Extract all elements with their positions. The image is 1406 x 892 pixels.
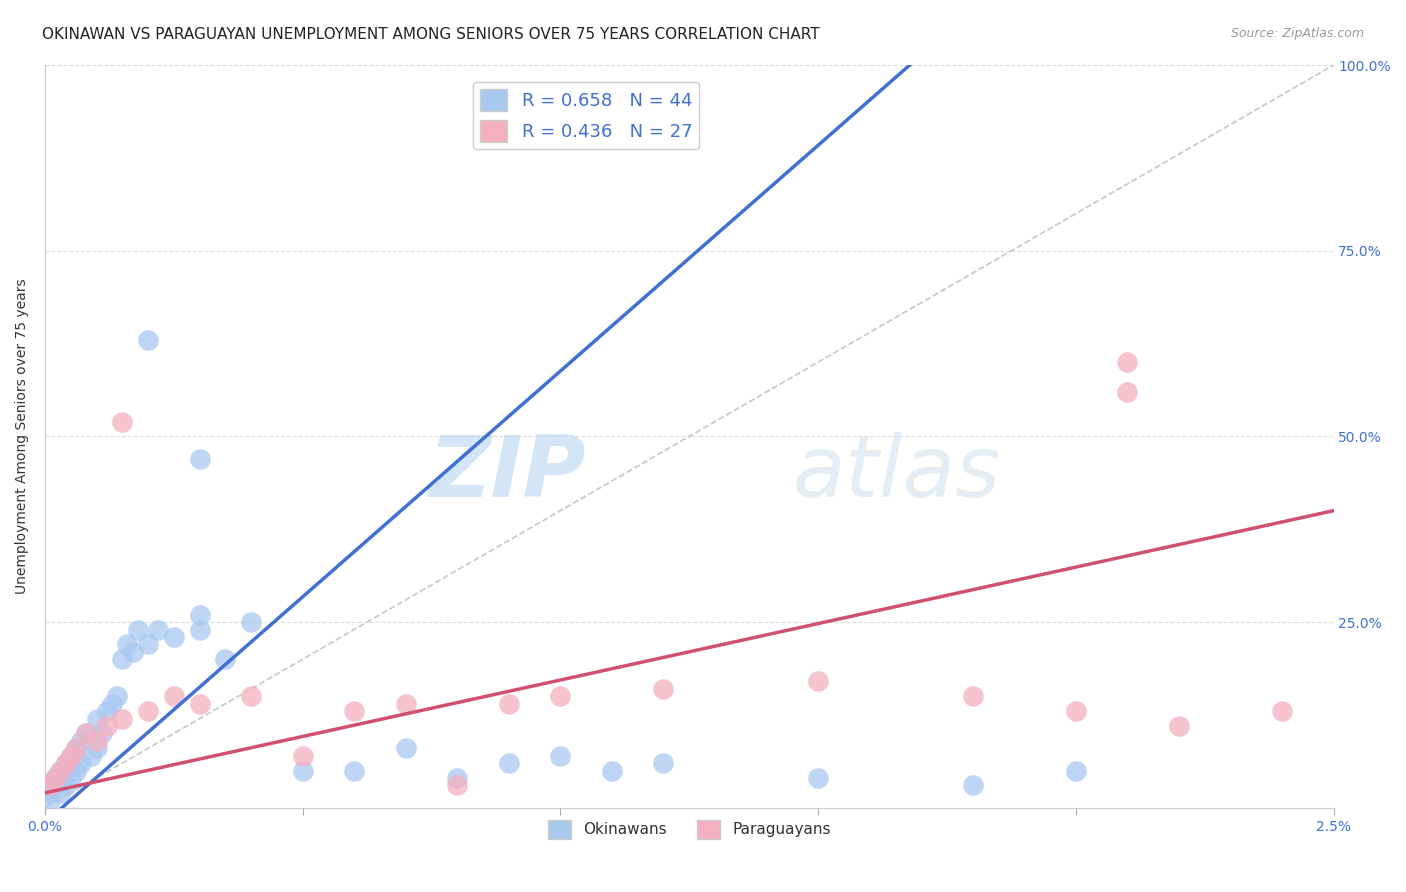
Point xyxy=(446,779,468,793)
Point xyxy=(55,756,77,771)
Point xyxy=(600,764,623,778)
Point xyxy=(117,637,139,651)
Point xyxy=(343,704,366,718)
Point xyxy=(291,764,314,778)
Point xyxy=(121,645,143,659)
Point xyxy=(163,690,186,704)
Point xyxy=(105,690,128,704)
Point xyxy=(65,741,87,756)
Point xyxy=(188,451,211,466)
Point xyxy=(652,756,675,771)
Point xyxy=(39,779,62,793)
Point xyxy=(343,764,366,778)
Point xyxy=(75,726,97,740)
Point xyxy=(75,726,97,740)
Point xyxy=(652,681,675,696)
Point xyxy=(807,674,830,689)
Point xyxy=(550,690,572,704)
Point xyxy=(39,793,62,807)
Point xyxy=(101,697,124,711)
Point xyxy=(1167,719,1189,733)
Point xyxy=(550,748,572,763)
Point xyxy=(498,756,520,771)
Point xyxy=(44,771,66,785)
Point xyxy=(70,756,93,771)
Text: Source: ZipAtlas.com: Source: ZipAtlas.com xyxy=(1230,27,1364,40)
Point xyxy=(111,652,134,666)
Point xyxy=(59,771,82,785)
Point xyxy=(214,652,236,666)
Point xyxy=(136,637,159,651)
Point xyxy=(65,741,87,756)
Point xyxy=(188,697,211,711)
Point xyxy=(86,734,108,748)
Point xyxy=(446,771,468,785)
Point xyxy=(59,748,82,763)
Point xyxy=(90,726,112,740)
Text: ZIP: ZIP xyxy=(429,432,586,515)
Point xyxy=(59,748,82,763)
Point xyxy=(163,630,186,644)
Point xyxy=(70,734,93,748)
Point xyxy=(44,779,66,793)
Point xyxy=(111,712,134,726)
Point xyxy=(80,748,103,763)
Point xyxy=(55,756,77,771)
Point xyxy=(1116,384,1139,399)
Point xyxy=(240,615,263,629)
Point xyxy=(962,779,984,793)
Point xyxy=(1064,704,1087,718)
Point xyxy=(240,690,263,704)
Point xyxy=(395,741,418,756)
Point xyxy=(188,623,211,637)
Point xyxy=(148,623,170,637)
Point xyxy=(188,607,211,622)
Point xyxy=(96,719,118,733)
Point xyxy=(1271,704,1294,718)
Point xyxy=(1116,355,1139,369)
Point xyxy=(55,779,77,793)
Point xyxy=(39,786,62,800)
Point xyxy=(291,748,314,763)
Legend: Okinawans, Paraguayans: Okinawans, Paraguayans xyxy=(541,814,837,845)
Point xyxy=(807,771,830,785)
Point xyxy=(65,764,87,778)
Text: atlas: atlas xyxy=(793,432,1000,515)
Point xyxy=(86,741,108,756)
Point xyxy=(962,690,984,704)
Text: OKINAWAN VS PARAGUAYAN UNEMPLOYMENT AMONG SENIORS OVER 75 YEARS CORRELATION CHAR: OKINAWAN VS PARAGUAYAN UNEMPLOYMENT AMON… xyxy=(42,27,820,42)
Point xyxy=(49,786,72,800)
Point xyxy=(111,415,134,429)
Point xyxy=(136,333,159,347)
Point xyxy=(498,697,520,711)
Point xyxy=(49,764,72,778)
Point xyxy=(49,764,72,778)
Point xyxy=(136,704,159,718)
Y-axis label: Unemployment Among Seniors over 75 years: Unemployment Among Seniors over 75 years xyxy=(15,278,30,594)
Point xyxy=(96,704,118,718)
Point xyxy=(127,623,149,637)
Point xyxy=(395,697,418,711)
Point xyxy=(86,712,108,726)
Point xyxy=(1064,764,1087,778)
Point xyxy=(44,771,66,785)
